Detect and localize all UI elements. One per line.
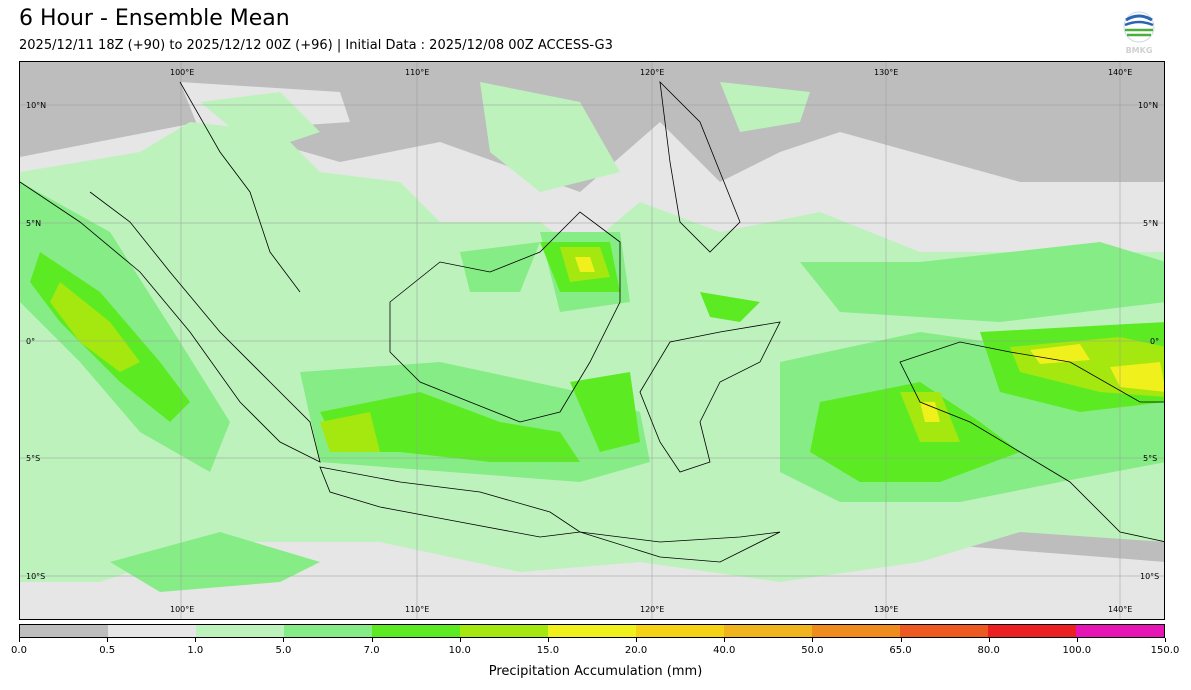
colorbar-tick-mark	[812, 638, 814, 642]
colorbar-tick-mark	[19, 638, 20, 642]
lat-label-right-5s: 5°S	[1143, 454, 1158, 463]
colorbar-segment-7	[636, 625, 724, 637]
lat-label-left-10s: 10°S	[26, 572, 46, 581]
colorbar-tick-label: 1.0	[187, 645, 204, 656]
lat-label-right-10n: 10°N	[1138, 101, 1159, 110]
colorbar-segment-9	[812, 625, 900, 637]
colorbar-segment-3	[284, 625, 372, 637]
colorbar-tick-mark	[724, 638, 726, 642]
lat-label-left-5n: 5°N	[26, 219, 42, 228]
lat-label-left-10n: 10°N	[26, 101, 47, 110]
colorbar-tick-mark	[900, 638, 902, 642]
colorbar-tick-label: 80.0	[977, 645, 1000, 656]
colorbar-tick-mark	[195, 638, 197, 642]
bmkg-logo: BMKG	[1121, 10, 1157, 56]
lat-label-right-0: 0°	[1150, 337, 1160, 346]
colorbar-segment-11	[988, 625, 1076, 637]
lon-label-bottom-120: 120°E	[640, 605, 665, 614]
map-gridlines	[20, 62, 1164, 619]
precipitation-colorbar	[19, 624, 1165, 638]
colorbar-tick-label: 150.0	[1150, 645, 1180, 656]
lon-label-bottom-130: 130°E	[874, 605, 899, 614]
colorbar-tick-label: 0.5	[99, 645, 116, 656]
lat-label-right-5n: 5°N	[1143, 219, 1159, 228]
colorbar-tick-mark	[1076, 638, 1078, 642]
lon-label-top-140: 140°E	[1108, 68, 1133, 77]
colorbar-tick-label: 50.0	[801, 645, 824, 656]
colorbar-tick-mark	[547, 638, 549, 642]
colorbar-title: Precipitation Accumulation (mm)	[488, 664, 703, 679]
colorbar-segment-4	[372, 625, 460, 637]
colorbar-segment-10	[900, 625, 988, 637]
lon-label-top-100: 100°E	[170, 68, 195, 77]
colorbar-segment-0	[20, 625, 108, 637]
lon-label-bottom-100: 100°E	[170, 605, 195, 614]
lon-label-top-110: 110°E	[405, 68, 430, 77]
svg-text:BMKG: BMKG	[1126, 46, 1153, 55]
colorbar-tick-label: 65.0	[889, 645, 912, 656]
colorbar-tick-label: 5.0	[275, 645, 292, 656]
lat-label-left-5s: 5°S	[26, 454, 41, 463]
colorbar-tick-mark	[371, 638, 373, 642]
coastlines	[20, 80, 1164, 563]
lon-label-bottom-140: 140°E	[1108, 605, 1133, 614]
colorbar-segment-12	[1076, 625, 1164, 637]
colorbar-tick-label: 10.0	[448, 645, 471, 656]
chart-title: 6 Hour - Ensemble Mean	[19, 6, 290, 31]
colorbar-tick-mark	[107, 638, 109, 642]
colorbar-segment-8	[724, 625, 812, 637]
colorbar-tick-mark	[988, 638, 990, 642]
colorbar-tick-label: 100.0	[1062, 645, 1092, 656]
colorbar-tick-label: 0.0	[11, 645, 27, 656]
colorbar-tick-label: 40.0	[713, 645, 736, 656]
colorbar-segment-5	[460, 625, 548, 637]
lon-label-bottom-110: 110°E	[405, 605, 430, 614]
colorbar-tick-mark	[459, 638, 461, 642]
colorbar-segment-1	[108, 625, 196, 637]
colorbar-tick-mark	[636, 638, 638, 642]
colorbar-tick-mark	[283, 638, 285, 642]
colorbar-tick-label: 15.0	[536, 645, 560, 656]
colorbar-segment-2	[196, 625, 284, 637]
colorbar-segment-6	[548, 625, 636, 637]
lat-label-left-0: 0°	[26, 337, 36, 346]
precipitation-map: 100°E 110°E 120°E 130°E 140°E 100°E 110°…	[19, 61, 1165, 620]
lon-label-top-120: 120°E	[640, 68, 665, 77]
colorbar-tick-label: 20.0	[624, 645, 648, 656]
lon-label-top-130: 130°E	[874, 68, 899, 77]
lat-label-right-10s: 10°S	[1140, 572, 1160, 581]
colorbar-tick-label: 7.0	[363, 645, 380, 656]
chart-subtitle: 2025/12/11 18Z (+90) to 2025/12/12 00Z (…	[19, 38, 613, 53]
colorbar-tick-mark	[1165, 638, 1166, 642]
precip-15-20-areas	[575, 257, 1164, 422]
